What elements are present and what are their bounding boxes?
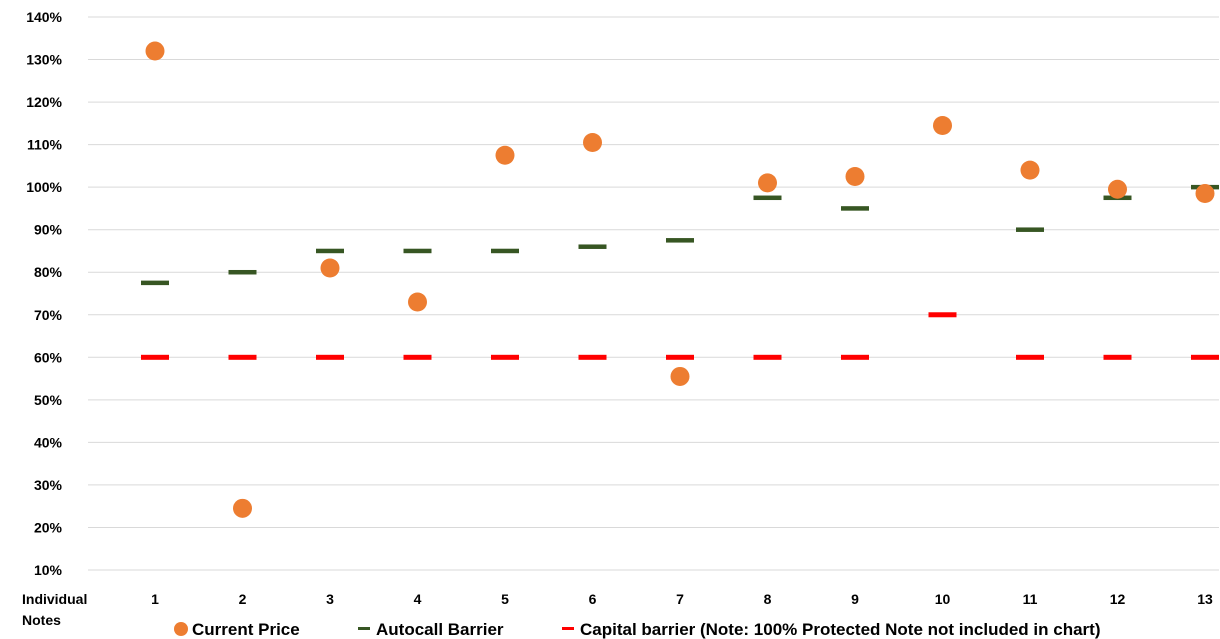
y-tick-label-10: 10% [34, 562, 63, 578]
current-price-point-6 [583, 132, 602, 152]
autocall-barrier-point-8 [753, 195, 782, 201]
x-axis-title: Individual Notes [22, 591, 91, 628]
capital-barrier-point-5 [491, 354, 519, 360]
y-axis-tick-labels: 10% 20% 30% 40% 50% 60% 70% 80% 90% 100% 110% 120% 1… [26, 9, 62, 578]
legend-label-current-price: Current Price [192, 620, 300, 639]
capital-barrier-point-7 [666, 354, 694, 360]
y-tick-label-90: 90% [34, 222, 63, 238]
current-price-point-1 [145, 41, 165, 61]
x-axis-title-line-1: Individual [22, 591, 87, 607]
capital-barrier-point-3 [316, 354, 344, 360]
legend-marker-capital-barrier [562, 627, 574, 630]
x-tick-label-6: 6 [589, 591, 597, 607]
legend-label-capital-barrier: Capital barrier (Note: 100% Protected No… [580, 620, 1100, 639]
x-tick-label-3: 3 [326, 591, 334, 607]
y-tick-label-40: 40% [34, 434, 63, 450]
autocall-barrier-point-5 [491, 248, 519, 254]
current-price-point-12 [1108, 179, 1127, 199]
x-tick-label-1: 1 [151, 591, 159, 607]
current-price-point-9 [845, 167, 865, 187]
y-tick-label-60: 60% [34, 349, 63, 365]
capital-barrier-point-10 [928, 312, 957, 318]
current-price-point-5 [495, 145, 515, 165]
legend-label-autocall-barrier: Autocall Barrier [376, 620, 504, 639]
capital-barrier-point-4 [403, 354, 432, 360]
autocall-barrier-point-3 [316, 248, 344, 254]
y-tick-label-50: 50% [34, 392, 63, 408]
current-price-point-13 [1195, 184, 1215, 204]
y-tick-label-140: 140% [26, 9, 62, 25]
capital-barrier-point-9 [841, 354, 869, 360]
y-tick-label-20: 20% [34, 519, 63, 535]
capital-barrier-point-6 [578, 354, 607, 360]
gridlines [88, 16, 1219, 571]
x-tick-label-11: 11 [1023, 591, 1038, 607]
y-tick-label-30: 30% [34, 477, 63, 493]
x-tick-label-10: 10 [935, 591, 951, 607]
capital-barrier-point-8 [753, 354, 782, 360]
autocall-barrier-point-6 [578, 244, 607, 249]
capital-barrier-point-11 [1016, 354, 1044, 360]
current-price-point-8 [758, 173, 777, 193]
capital-barrier-point-12 [1103, 354, 1132, 360]
current-price-point-4 [408, 292, 427, 312]
autocall-barrier-point-7 [666, 238, 694, 243]
x-axis-title-line-2: Notes [22, 612, 61, 628]
x-tick-label-5: 5 [501, 591, 509, 607]
y-tick-label-80: 80% [34, 264, 63, 280]
legend-marker-current-price [174, 622, 188, 636]
x-tick-label-7: 7 [676, 591, 684, 607]
capital-barrier-point-1 [141, 354, 169, 360]
autocall-barrier-point-1 [141, 280, 169, 286]
x-tick-label-2: 2 [239, 591, 247, 607]
x-tick-label-13: 13 [1197, 591, 1213, 607]
x-tick-label-8: 8 [764, 591, 772, 607]
y-tick-label-70: 70% [34, 307, 63, 323]
data-series [141, 41, 1219, 518]
current-price-point-3 [320, 258, 340, 278]
legend: Current Price Autocall Barrier Capital b… [174, 620, 1100, 639]
autocall-barrier-point-11 [1016, 227, 1044, 232]
x-tick-label-12: 12 [1110, 591, 1126, 607]
current-price-point-2 [233, 498, 252, 518]
legend-marker-autocall-barrier [358, 627, 370, 630]
capital-barrier-point-13 [1191, 354, 1219, 360]
x-tick-label-4: 4 [414, 591, 422, 607]
x-tick-label-9: 9 [851, 591, 859, 607]
current-price-point-11 [1020, 160, 1040, 180]
current-price-point-7 [670, 366, 690, 386]
autocall-barrier-point-2 [228, 269, 257, 275]
x-axis-tick-labels: 1 2 3 4 5 6 7 8 9 10 11 12 13 [151, 591, 1213, 607]
autocall-barrier-point-9 [841, 206, 869, 211]
current-price-point-10 [933, 115, 952, 135]
y-tick-label-110: 110% [27, 137, 63, 153]
y-tick-label-130: 130% [26, 52, 62, 68]
y-tick-label-100: 100% [26, 179, 62, 195]
autocall-barrier-point-4 [403, 248, 432, 254]
y-tick-label-120: 120% [26, 94, 62, 110]
capital-barrier-point-2 [228, 354, 257, 360]
